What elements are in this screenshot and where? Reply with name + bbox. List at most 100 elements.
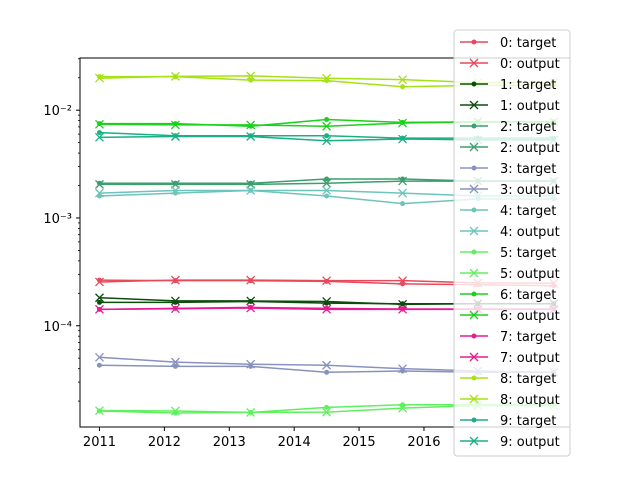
- data-point: [398, 276, 408, 286]
- legend-item-9: 4: output: [460, 225, 560, 240]
- data-point: [248, 77, 254, 83]
- legend-item-7: 3: output: [460, 183, 560, 198]
- data-point: [246, 132, 256, 141]
- data-point: [322, 121, 332, 131]
- legend-label: 3: output: [500, 183, 560, 198]
- legend-item-19: 9: output: [460, 435, 560, 450]
- legend-marker: [469, 58, 479, 68]
- legend-label: 8: output: [500, 393, 560, 408]
- legend-item-18: 9: target: [460, 414, 556, 429]
- data-point: [398, 403, 408, 413]
- legend-item-10: 5: target: [460, 246, 556, 261]
- legend-marker: [469, 226, 479, 236]
- legend-item-2: 1: target: [460, 78, 556, 93]
- legend-label: 1: output: [500, 99, 560, 114]
- legend-label: 7: target: [500, 330, 556, 345]
- data-point: [95, 293, 104, 303]
- legend-item-14: 7: target: [460, 330, 556, 345]
- data-point: [170, 120, 180, 130]
- data-point: [246, 186, 256, 195]
- legend-label: 6: output: [500, 309, 560, 324]
- x-tick-label: 2015: [343, 435, 376, 450]
- data-point: [170, 296, 180, 306]
- legend-item-11: 5: output: [460, 267, 560, 282]
- legend-marker: [469, 184, 479, 194]
- data-point: [95, 406, 104, 416]
- data-point: [322, 178, 332, 188]
- legend-marker: [469, 142, 479, 152]
- data-point: [398, 188, 408, 198]
- data-point: [322, 73, 332, 83]
- data-point: [324, 404, 330, 410]
- legend-label: 2: target: [500, 120, 556, 135]
- data-point: [324, 369, 330, 375]
- data-point: [96, 362, 102, 368]
- axes-layer: 2011 2012 2013 2014 2015 2016 10⁻⁴ 10⁻³ 10⁻²: [43, 57, 571, 450]
- data-point: [398, 304, 408, 314]
- data-point: [246, 120, 256, 130]
- data-point: [170, 132, 180, 141]
- data-point: [322, 407, 332, 417]
- legend-label: 0: output: [500, 57, 560, 72]
- legend-item-16: 8: target: [460, 372, 556, 387]
- data-point: [172, 363, 178, 369]
- data-point: [170, 186, 180, 195]
- legend-label: 9: target: [500, 414, 556, 429]
- data-point: [95, 132, 104, 142]
- data-point: [322, 186, 332, 195]
- data-point: [324, 176, 330, 182]
- legend-label: 2: output: [500, 141, 560, 156]
- data-point: [170, 304, 180, 314]
- legend-marker: [469, 394, 479, 404]
- data-point: [400, 84, 406, 90]
- legend-marker: [471, 417, 477, 423]
- data-point: [246, 303, 256, 313]
- y-tick-label: 10⁻⁴: [43, 320, 72, 335]
- data-point: [95, 73, 104, 83]
- x-tick-label: 2016: [407, 435, 440, 450]
- data-point: [398, 134, 408, 144]
- x-tick-label: 2012: [148, 435, 181, 450]
- data-point: [95, 188, 104, 198]
- data-point: [324, 193, 330, 199]
- data-point: [322, 360, 332, 370]
- legend-label: 1: target: [500, 78, 556, 93]
- legend-marker: [471, 291, 477, 297]
- data-point: [246, 359, 256, 369]
- legend-label: 7: output: [500, 351, 560, 366]
- legend-frame: [453, 29, 571, 457]
- x-tick-label: 2011: [83, 435, 116, 450]
- legend-item-15: 7: output: [460, 351, 560, 366]
- data-point: [246, 407, 256, 417]
- legend-item-0: 0: target: [460, 36, 556, 51]
- legend-marker: [471, 249, 477, 255]
- data-point: [95, 179, 104, 189]
- legend-item-8: 4: target: [460, 204, 556, 219]
- legend-label: 4: target: [500, 204, 556, 219]
- data-point: [322, 304, 332, 314]
- data-point: [96, 299, 102, 305]
- data-point: [170, 275, 180, 285]
- data-point: [322, 297, 332, 306]
- data-point: [324, 133, 330, 139]
- data-point: [96, 130, 102, 136]
- data-point: [170, 406, 180, 416]
- legend-marker: [469, 268, 479, 278]
- y-tick-label: 10⁻²: [43, 104, 72, 119]
- y-tick-label: 10⁻³: [43, 212, 72, 227]
- legend: 0: target 0: output 1: target 1: output 2: t…: [453, 29, 571, 457]
- legend-label: 4: output: [500, 225, 560, 240]
- legend-label: 9: output: [500, 435, 560, 450]
- data-point: [400, 201, 406, 207]
- legend-item-6: 3: target: [460, 162, 556, 177]
- data-point: [246, 71, 256, 81]
- legend-item-12: 6: target: [460, 288, 556, 303]
- data-point: [246, 296, 256, 306]
- legend-label: 8: target: [500, 372, 556, 387]
- data-point: [95, 277, 104, 287]
- data-point: [322, 276, 332, 286]
- legend-marker: [471, 39, 477, 45]
- legend-marker: [471, 123, 477, 129]
- data-point: [170, 71, 180, 81]
